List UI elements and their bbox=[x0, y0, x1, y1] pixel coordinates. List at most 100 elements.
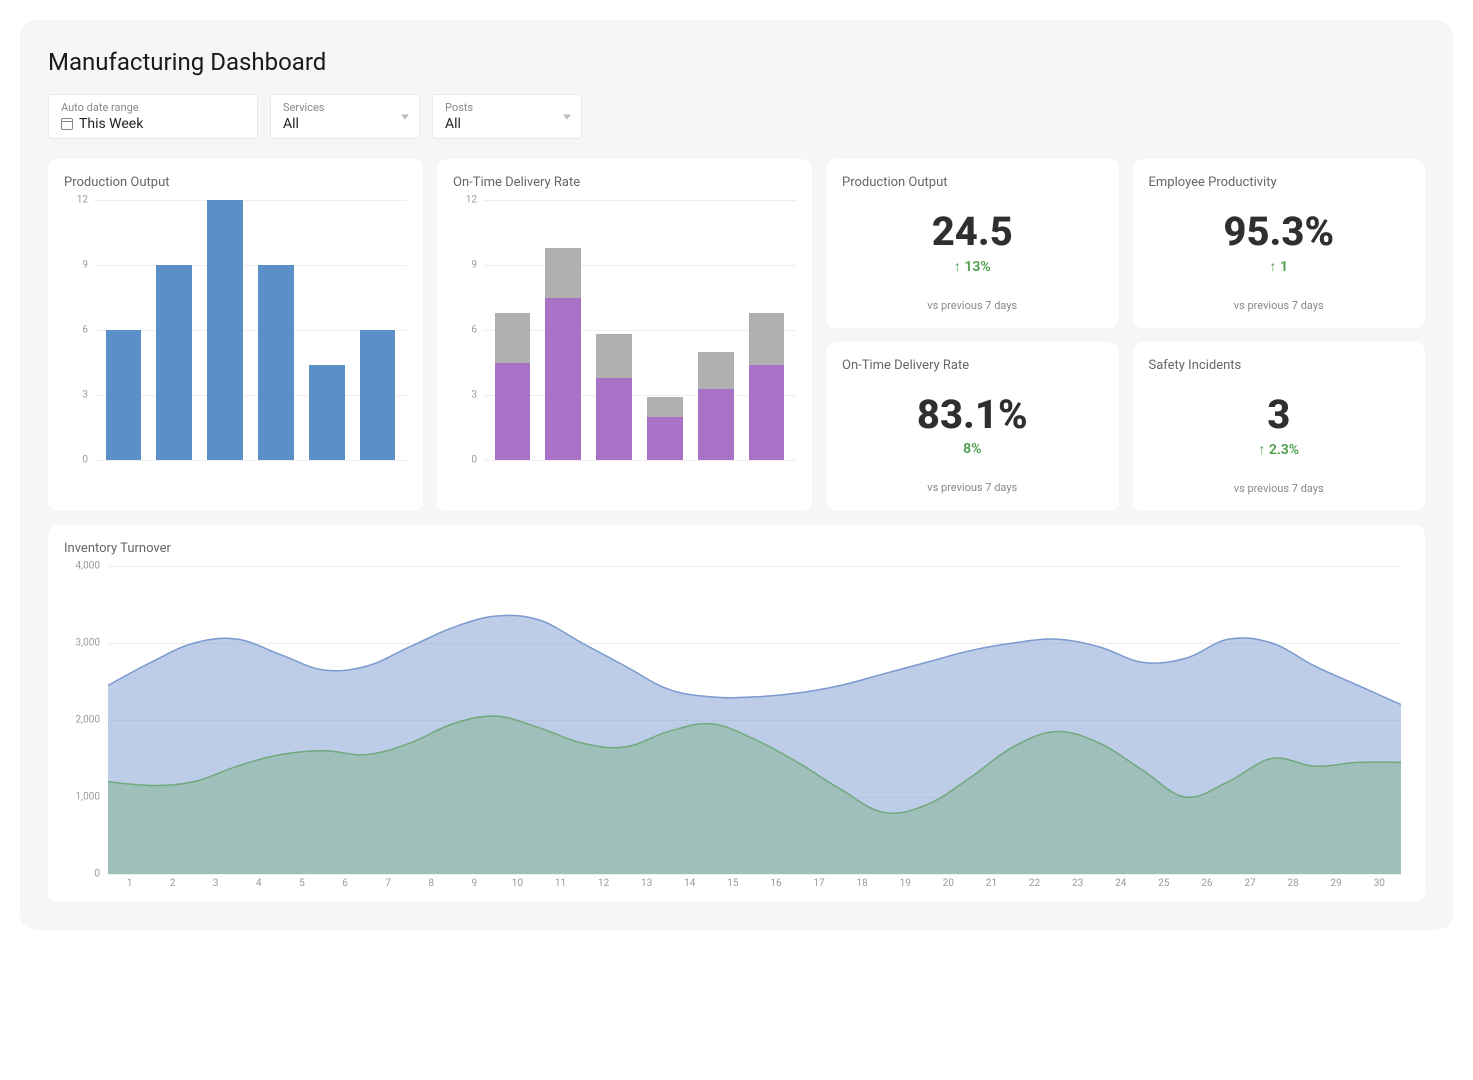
bar bbox=[360, 330, 396, 460]
x-axis-tick: 30 bbox=[1358, 878, 1401, 896]
y-axis-tick: 0 bbox=[82, 455, 88, 466]
kpi-change: 2.3% bbox=[1149, 441, 1410, 458]
delivery-chart-title: On-Time Delivery Rate bbox=[453, 175, 796, 190]
kpi-card: Employee Productivity95.3%1vs previous 7… bbox=[1133, 159, 1426, 328]
services-filter-label: Services bbox=[283, 101, 407, 114]
kpi-value: 24.5 bbox=[842, 212, 1103, 252]
bar-segment-top bbox=[596, 334, 632, 377]
y-axis-tick: 6 bbox=[471, 325, 477, 336]
y-axis-tick: 9 bbox=[82, 260, 88, 271]
x-axis-tick: 8 bbox=[410, 878, 453, 896]
bar-segment-top bbox=[545, 248, 581, 298]
x-axis-tick: 13 bbox=[625, 878, 668, 896]
plot-area bbox=[108, 566, 1401, 874]
y-axis-tick: 6 bbox=[82, 325, 88, 336]
kpi-grid: Production Output 24.5 13% vs previous 7 da… bbox=[826, 159, 1425, 511]
date-range-filter[interactable]: Auto date range This Week bbox=[48, 94, 258, 139]
x-axis-tick: 28 bbox=[1272, 878, 1315, 896]
bar bbox=[647, 397, 683, 460]
kpi-title: Employee Productivity bbox=[1149, 175, 1410, 190]
x-axis-tick: 9 bbox=[453, 878, 496, 896]
kpi-change: 13% bbox=[842, 258, 1103, 275]
page-title: Manufacturing Dashboard bbox=[48, 48, 1425, 76]
kpi-card: Safety Incidents 3 2.3% vs previous 7 days bbox=[1133, 342, 1426, 511]
y-axis-tick: 0 bbox=[471, 455, 477, 466]
x-axis-tick: 12 bbox=[582, 878, 625, 896]
y-axis-tick: 12 bbox=[77, 195, 88, 206]
kpi-title: Safety Incidents bbox=[1149, 358, 1410, 373]
bar-column bbox=[538, 200, 589, 460]
y-axis-tick: 12 bbox=[466, 195, 477, 206]
x-axis-tick: 15 bbox=[711, 878, 754, 896]
posts-filter-value: All bbox=[445, 116, 569, 132]
production-chart-title: Production Output bbox=[64, 175, 407, 190]
bar-segment-bottom bbox=[495, 363, 531, 460]
kpi-value: 95.3% bbox=[1149, 212, 1410, 252]
x-axis-tick: 5 bbox=[280, 878, 323, 896]
x-axis-tick: 6 bbox=[323, 878, 366, 896]
y-axis-tick: 1,000 bbox=[76, 792, 100, 803]
date-filter-value-text: This Week bbox=[79, 116, 143, 132]
services-filter-value: All bbox=[283, 116, 407, 132]
bar bbox=[258, 265, 294, 460]
bar-segment-top bbox=[698, 352, 734, 389]
bar-column bbox=[741, 200, 792, 460]
bar bbox=[495, 313, 531, 460]
grid-line bbox=[108, 874, 1401, 875]
y-axis-tick: 2,000 bbox=[76, 715, 100, 726]
posts-filter[interactable]: Posts All bbox=[432, 94, 582, 139]
bar-column bbox=[250, 200, 301, 460]
bar bbox=[156, 265, 192, 460]
bar-segment-bottom bbox=[749, 365, 785, 460]
production-chart: 036912 bbox=[64, 200, 407, 480]
filters-row: Auto date range This Week Services All P… bbox=[48, 94, 1425, 139]
y-axis-tick: 0 bbox=[94, 869, 100, 880]
kpi-value: 3 bbox=[1149, 395, 1410, 435]
x-axis-tick: 29 bbox=[1315, 878, 1358, 896]
bar bbox=[698, 352, 734, 460]
x-axis-tick: 26 bbox=[1185, 878, 1228, 896]
kpi-card: On-Time Delivery Rate83.1%8%vs previous … bbox=[826, 342, 1119, 511]
x-axis-tick: 7 bbox=[367, 878, 410, 896]
x-axis-tick: 22 bbox=[1013, 878, 1056, 896]
top-grid: Production Output 0 3 6 9 12 On-Time Deliver… bbox=[48, 159, 1425, 511]
kpi-title: On-Time Delivery Rate bbox=[842, 358, 1103, 373]
posts-filter-label: Posts bbox=[445, 101, 569, 114]
y-axis-tick: 4,000 bbox=[76, 561, 100, 572]
x-axis-tick: 20 bbox=[927, 878, 970, 896]
kpi-compare: vs previous 7 days bbox=[1149, 482, 1410, 495]
chevron-down-icon bbox=[563, 114, 571, 119]
kpi-card: Production Output 24.5 13% vs previous 7 da… bbox=[826, 159, 1119, 328]
x-axis-tick: 1 bbox=[108, 878, 151, 896]
kpi-value: 83.1% bbox=[842, 395, 1103, 435]
bar bbox=[749, 313, 785, 460]
dashboard-container: Manufacturing Dashboard Auto date range … bbox=[20, 20, 1453, 930]
x-axis-tick: 23 bbox=[1056, 878, 1099, 896]
kpi-compare: vs previous 7 days bbox=[842, 481, 1103, 494]
x-axis-tick: 21 bbox=[970, 878, 1013, 896]
bar-segment-bottom bbox=[647, 417, 683, 460]
kpi-compare: vs previous 7 days bbox=[842, 299, 1103, 312]
calendar-icon bbox=[61, 118, 73, 130]
kpi-title: Production Output bbox=[842, 175, 1103, 190]
services-filter[interactable]: Services All bbox=[270, 94, 420, 139]
area-svg bbox=[108, 566, 1401, 874]
x-axis-tick: 18 bbox=[841, 878, 884, 896]
bar-segment-bottom bbox=[698, 389, 734, 460]
x-axis-tick: 24 bbox=[1099, 878, 1142, 896]
kpi-compare: vs previous 7 days bbox=[1149, 299, 1410, 312]
chevron-down-icon bbox=[401, 114, 409, 119]
bar-column bbox=[639, 200, 690, 460]
plot-area bbox=[483, 200, 796, 460]
bar-segment-top bbox=[647, 397, 683, 416]
bar-column bbox=[690, 200, 741, 460]
date-filter-label: Auto date range bbox=[61, 101, 245, 114]
delivery-chart-card: On-Time Delivery Rate 036912 bbox=[437, 159, 812, 511]
y-axis-tick: 3,000 bbox=[76, 638, 100, 649]
bar-column bbox=[149, 200, 200, 460]
y-axis-tick: 3 bbox=[82, 390, 88, 401]
x-axis-tick: 27 bbox=[1228, 878, 1271, 896]
inventory-chart-title: Inventory Turnover bbox=[64, 541, 1409, 556]
bar bbox=[207, 200, 243, 460]
x-axis-tick: 17 bbox=[798, 878, 841, 896]
